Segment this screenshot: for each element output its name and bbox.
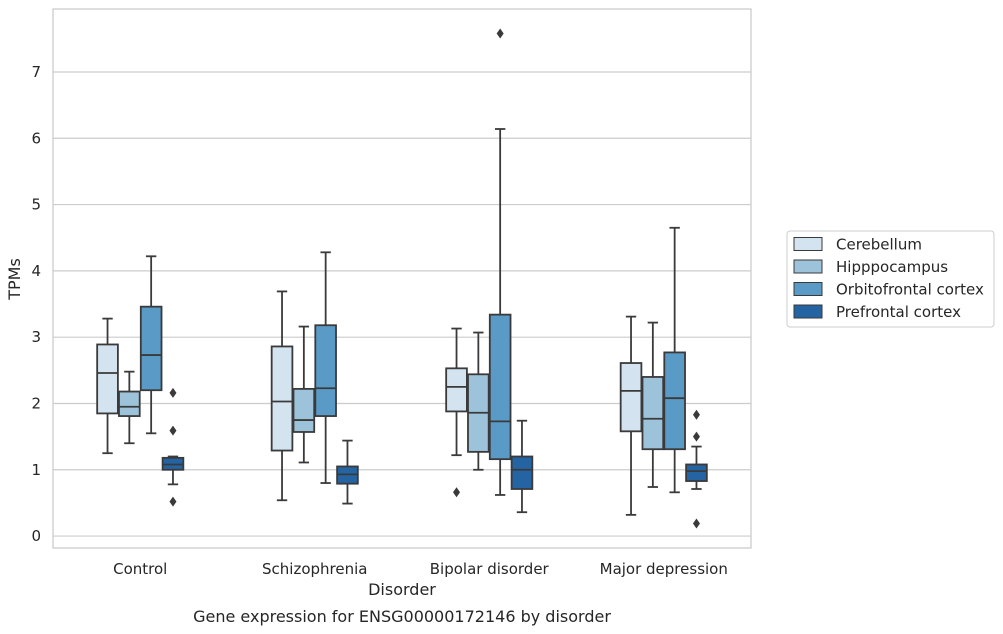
legend-frame: [786, 230, 995, 328]
box-2-3: [510, 419, 534, 514]
outlier-0: [169, 387, 177, 398]
box-1-1: [292, 325, 316, 464]
box-body: [510, 455, 534, 490]
y-tick-label-2: 2: [31, 394, 41, 412]
outlier-0: [692, 409, 700, 420]
box-body: [314, 324, 337, 417]
legend: Cerebellum Hipppocampus Orbitofrontal cort…: [786, 230, 995, 328]
box-1-0: [270, 290, 294, 502]
box-1-3: [336, 439, 359, 505]
y-tick-label-0: 0: [31, 527, 41, 545]
y-tick-label-6: 6: [31, 129, 41, 147]
box-body: [641, 376, 665, 451]
y-tick-label-7: 7: [31, 63, 41, 81]
box-2-1: [467, 331, 490, 471]
legend-label-1: Hipppocampus: [836, 258, 948, 276]
plot-border: [52, 8, 752, 549]
x-axis-title: Disorder: [368, 580, 436, 599]
box-3-3: [685, 409, 708, 529]
outlier-1: [692, 431, 700, 442]
plot-area: [53, 9, 751, 548]
box-3-2: [663, 226, 686, 494]
box-body: [292, 387, 316, 433]
outlier-2: [169, 496, 177, 507]
y-tick-label-3: 3: [31, 328, 41, 346]
legend-swatch-2: [793, 282, 823, 296]
box-body: [663, 351, 686, 451]
box-body: [270, 345, 294, 452]
legend-swatch-0: [793, 237, 823, 251]
box-2-0: [445, 327, 468, 498]
box-body: [685, 463, 708, 482]
legend-label-3: Prefrontal cortex: [836, 303, 961, 321]
outlier-1: [169, 425, 177, 436]
x-tick-label-1: Schizophrenia: [262, 560, 367, 578]
legend-label-0: Cerebellum: [836, 236, 922, 254]
legend-label-2: Orbitofrontal cortex: [836, 281, 984, 299]
x-tick-label-3: Major depression: [600, 560, 728, 578]
box-body: [139, 305, 163, 392]
chart-title: Gene expression for ENSG00000172146 by d…: [193, 607, 611, 626]
box-0-3: [161, 387, 185, 507]
box-body: [619, 362, 643, 433]
box-0-0: [96, 317, 119, 455]
outlier-0: [496, 28, 504, 39]
box-body: [118, 390, 141, 417]
legend-swatch-3: [793, 304, 823, 319]
y-tick-label-5: 5: [31, 196, 41, 214]
x-tick-labels: Control Schizophrenia Bipolar disorder Majo…: [113, 560, 728, 578]
y-tick-label-1: 1: [31, 461, 41, 479]
legend-swatch-1: [793, 259, 823, 274]
box-3-0: [619, 315, 643, 516]
x-tick-label-2: Bipolar disorder: [430, 560, 550, 578]
box-3-1: [641, 321, 665, 488]
box-1-2: [314, 251, 337, 484]
y-axis-title: TPMs: [5, 258, 24, 301]
box-0-1: [118, 370, 141, 445]
outlier-2: [692, 518, 700, 529]
box-body: [488, 313, 512, 461]
box-0-2: [139, 255, 163, 435]
y-tick-labels: 0 1 2 3 4 5 6 7: [31, 63, 41, 545]
y-tick-label-4: 4: [31, 262, 41, 280]
x-tick-label-0: Control: [113, 560, 167, 578]
box-2-2: [488, 28, 512, 496]
box-body: [96, 343, 119, 415]
outlier-0: [453, 487, 461, 498]
box-body: [445, 367, 468, 413]
box-groups: [96, 28, 708, 529]
